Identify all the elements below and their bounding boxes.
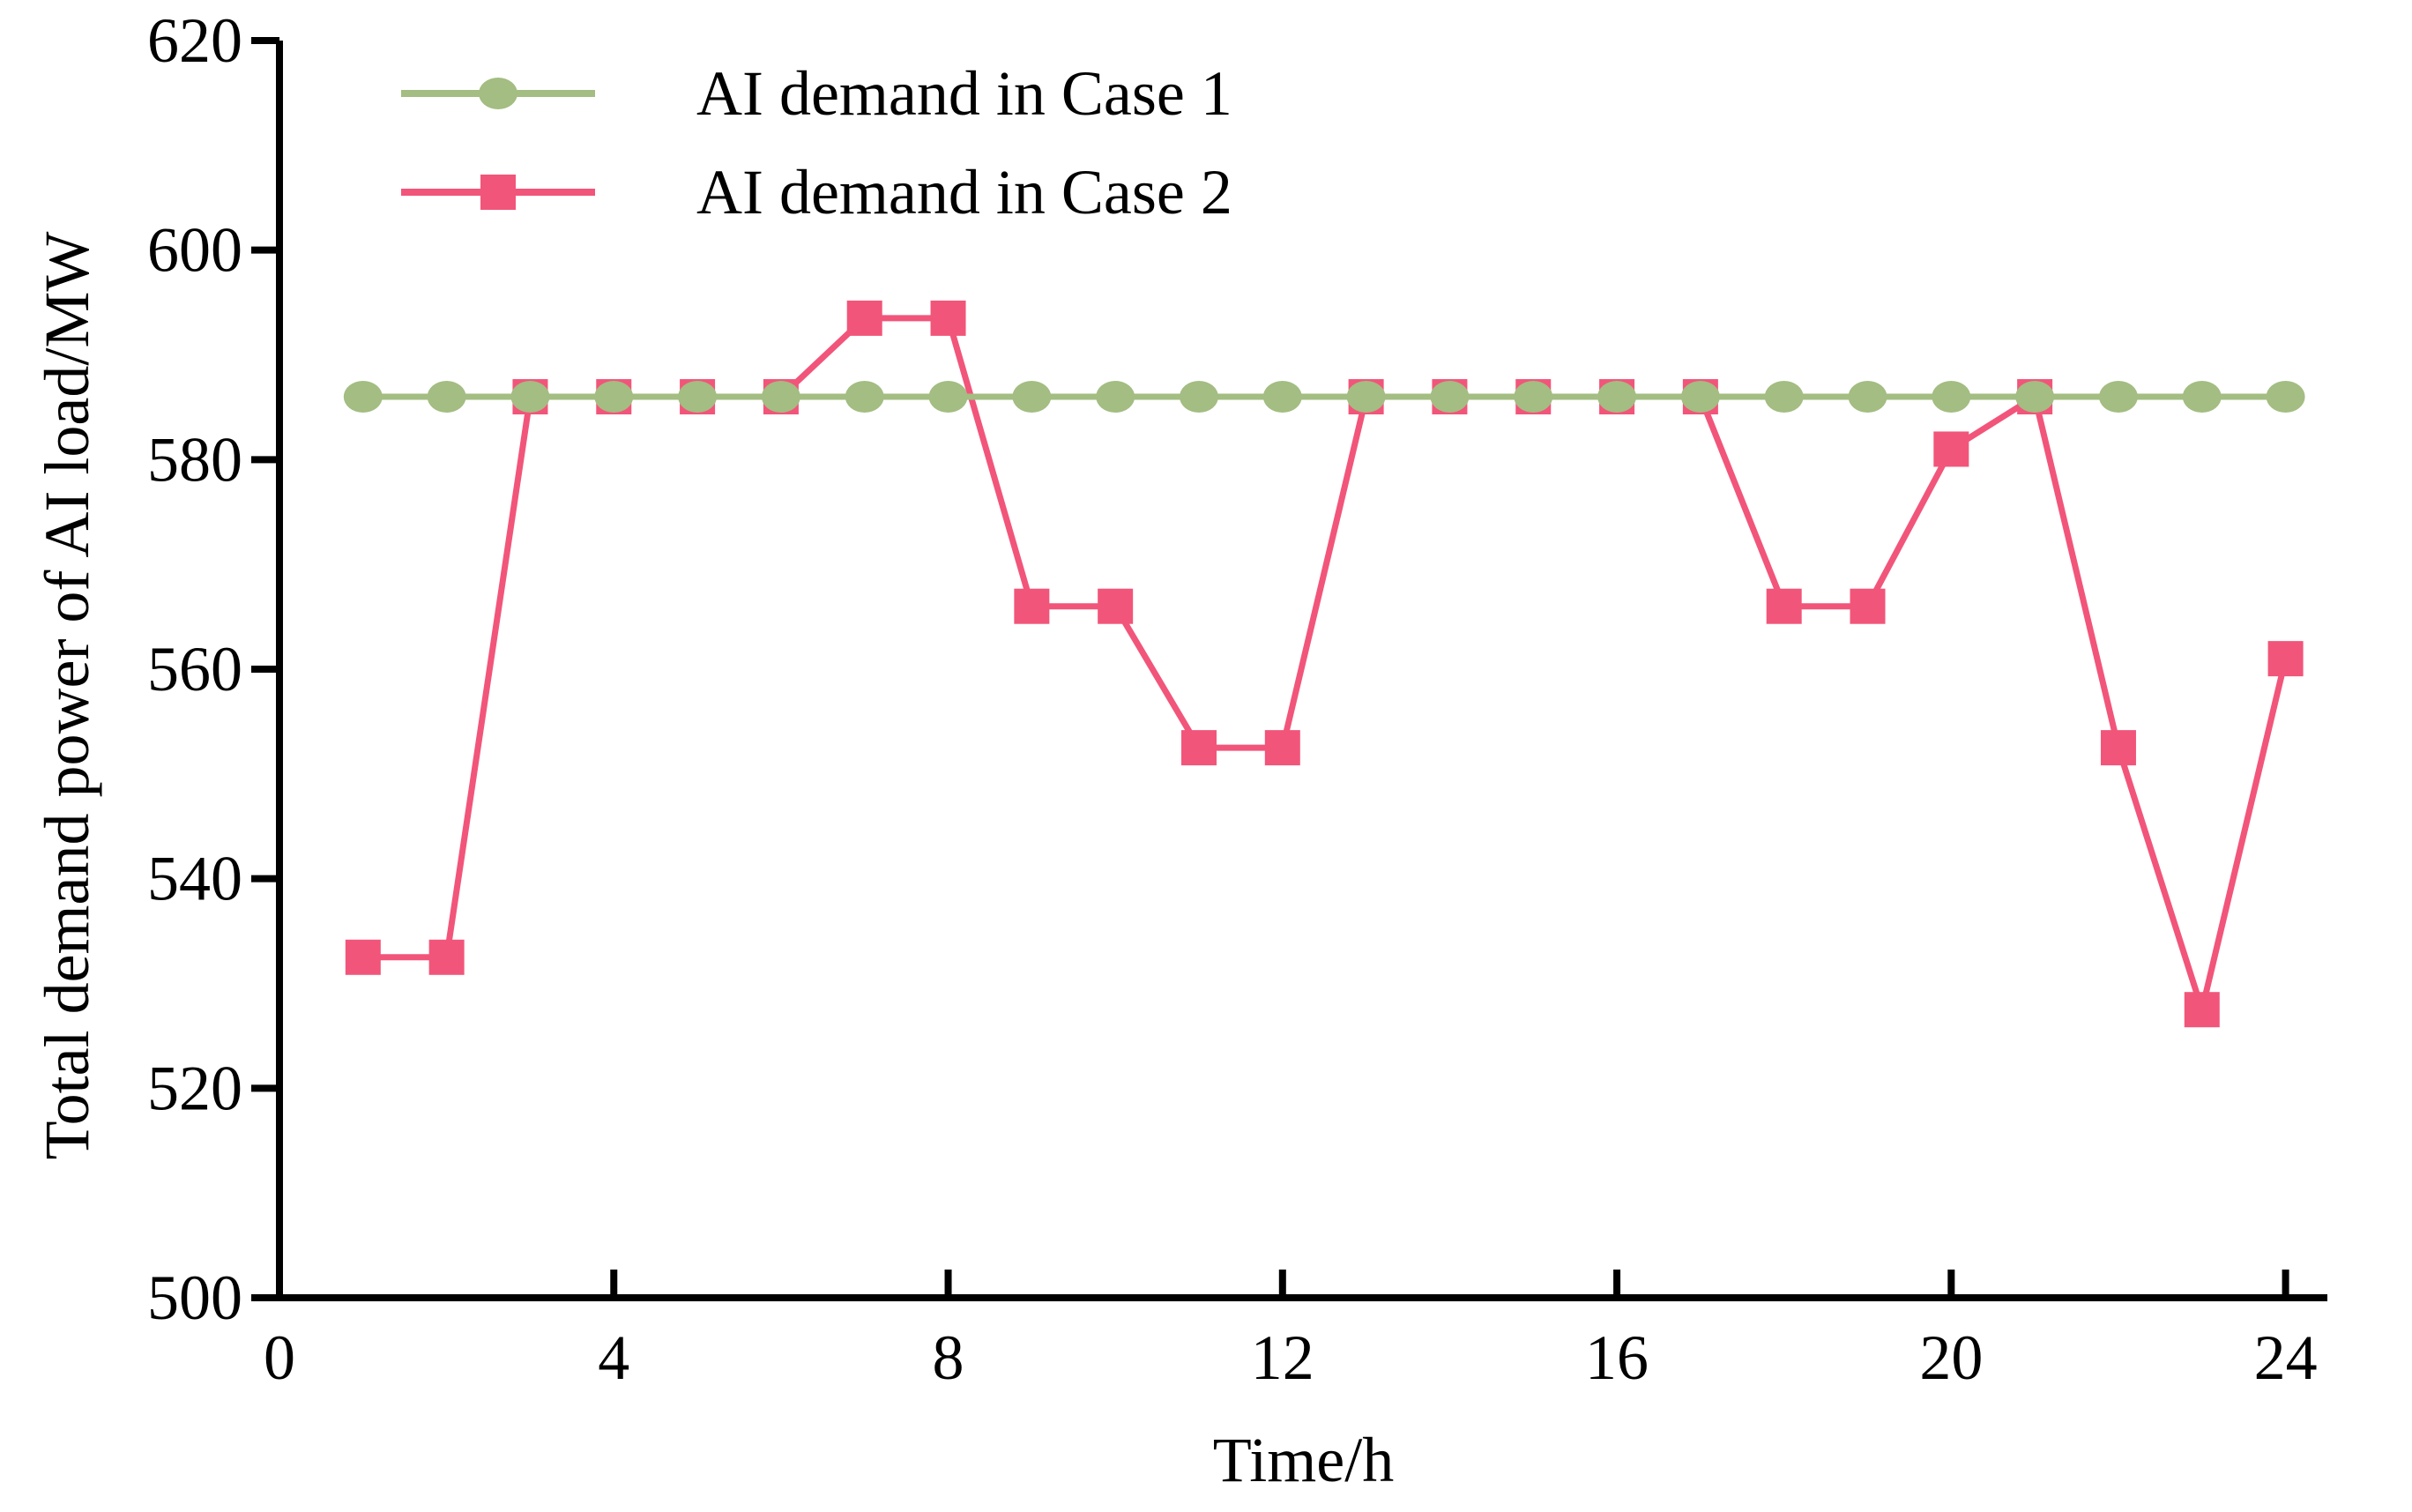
x-tick-label: 4 [598, 1322, 629, 1393]
x-axis-title: Time/h [1213, 1425, 1394, 1495]
series-1-point [1179, 381, 1218, 413]
y-axis-title: Total demand power of AI load/MW [32, 232, 102, 1160]
series-1-point [761, 381, 800, 413]
x-tick-label: 8 [933, 1322, 964, 1393]
series-1-point [678, 381, 718, 413]
series-1-point [2182, 381, 2222, 413]
series-1-point [1848, 381, 1887, 413]
x-tick-label: 16 [1585, 1322, 1649, 1393]
legend: AI demand in Case 1 AI demand in Case 2 [401, 58, 1232, 227]
series-1-point [1346, 381, 1386, 413]
series-1-point [594, 381, 634, 413]
series-layer [343, 300, 2305, 1028]
series-1-point [343, 381, 383, 413]
y-tick-label: 600 [147, 215, 242, 286]
series-1-point [427, 381, 466, 413]
y-ticks: 500 520 540 560 580 600 620 [147, 5, 279, 1333]
legend-swatch-marker [479, 78, 517, 109]
series-1-point [1597, 381, 1637, 413]
y-tick-label: 500 [147, 1262, 242, 1333]
series-2-point [930, 300, 966, 336]
x-ticks: 0 4 8 12 16 20 24 [264, 1270, 2318, 1393]
series-1-point [2015, 381, 2055, 413]
series-1-point [1430, 381, 1470, 413]
y-tick-label: 580 [147, 424, 242, 495]
series-2-point [1014, 588, 1050, 624]
series-1-point [1012, 381, 1052, 413]
y-tick-label: 560 [147, 634, 242, 704]
x-tick-label: 24 [2254, 1322, 2318, 1393]
series-2-point [1933, 431, 1969, 467]
series-1-point [1096, 381, 1135, 413]
series-2-point [1850, 588, 1886, 624]
series-2-point [1180, 730, 1217, 766]
series-2-point [846, 300, 882, 336]
series-2-point [2184, 992, 2220, 1028]
series-1-points [343, 381, 2305, 413]
y-tick-label: 520 [147, 1053, 242, 1123]
series-2-point [2100, 730, 2136, 766]
series-2-point [1264, 730, 1300, 766]
series-1-point [2098, 381, 2138, 413]
series-1-point [1514, 381, 1553, 413]
series-2-point [345, 939, 381, 975]
x-tick-label: 20 [1919, 1322, 1983, 1393]
series-1-point [1764, 381, 1804, 413]
series-1-point [928, 381, 968, 413]
series-1-point [1262, 381, 1302, 413]
series-2-line [362, 315, 2289, 1013]
series-1-point [2266, 381, 2305, 413]
series-2-point [2267, 641, 2304, 677]
series-1-point [1932, 381, 1971, 413]
legend-label: AI demand in Case 1 [696, 58, 1232, 129]
series-1-point [1680, 381, 1720, 413]
series-1-point [845, 381, 884, 413]
series-1-point [510, 381, 550, 413]
x-tick-label: 12 [1251, 1322, 1314, 1393]
series-2-point [1766, 588, 1802, 624]
series-2-point [1098, 588, 1134, 624]
y-tick-label: 540 [147, 844, 242, 914]
legend-label: AI demand in Case 2 [696, 157, 1232, 227]
legend-item-2: AI demand in Case 2 [401, 157, 1232, 227]
legend-swatch-marker [480, 175, 516, 210]
legend-item-1: AI demand in Case 1 [401, 58, 1232, 129]
series-2-point [428, 939, 465, 975]
x-tick-label: 0 [264, 1322, 295, 1393]
y-tick-label: 620 [147, 5, 242, 76]
axes: 0 4 8 12 16 20 24 500 520 540 560 580 600 620 [147, 5, 2327, 1393]
series-2 [362, 315, 2289, 1013]
